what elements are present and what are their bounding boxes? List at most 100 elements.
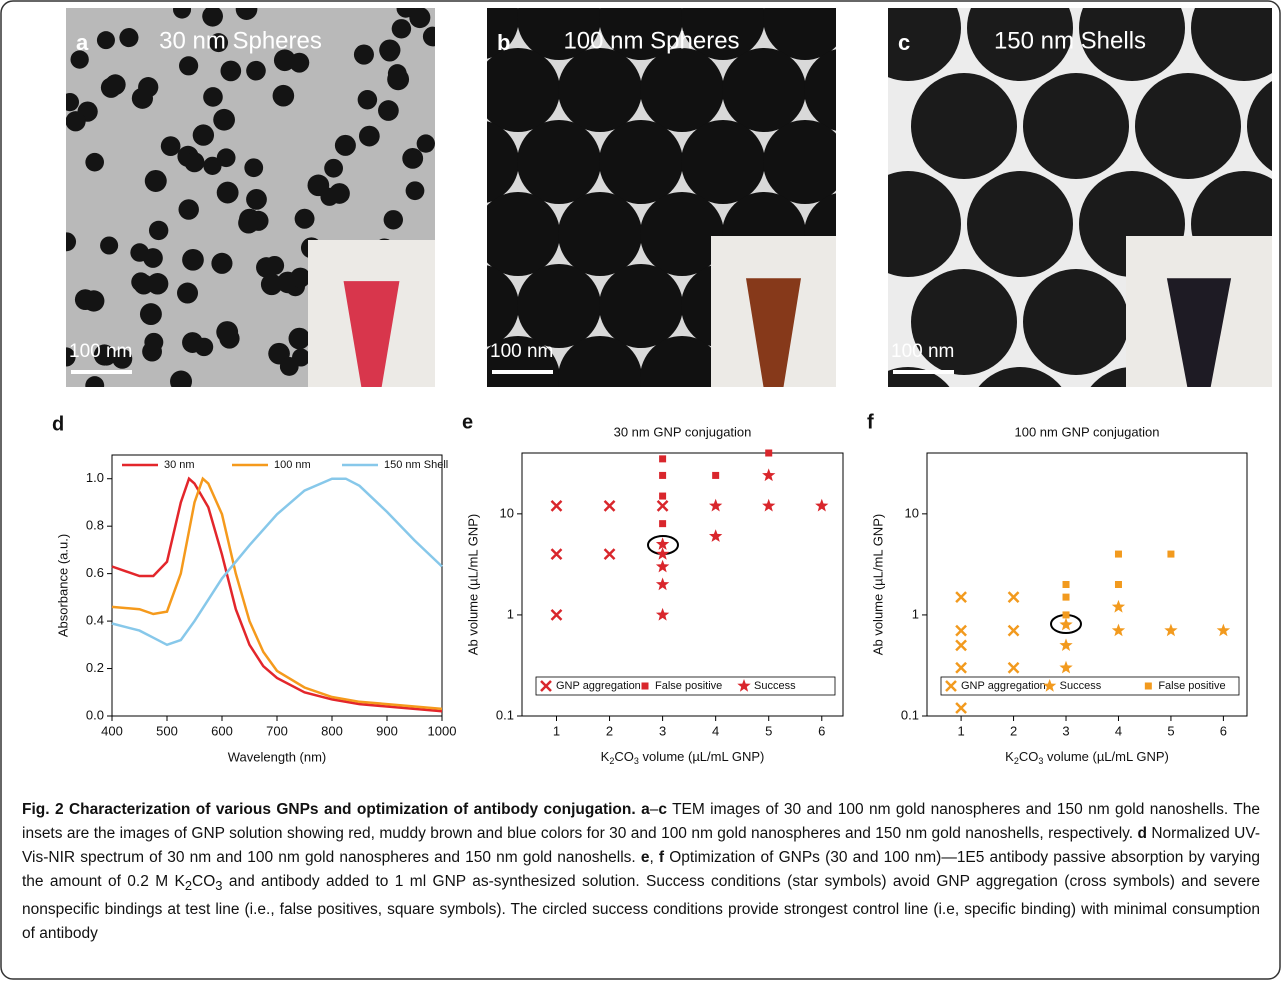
particle (392, 19, 411, 38)
particle (131, 272, 150, 291)
particle (85, 153, 104, 172)
particle (967, 367, 1073, 473)
particle (97, 31, 115, 49)
particle (640, 48, 724, 132)
particle (354, 45, 374, 65)
particle (397, 0, 416, 18)
particle (1023, 269, 1129, 375)
y-tick-label: 0.1 (496, 707, 514, 722)
marker-square (1063, 581, 1070, 588)
x-axis-label-part: volume (µL/mL GNP) (1043, 749, 1168, 764)
scale-bar-label: 100 nm (891, 341, 954, 362)
particle (722, 48, 806, 132)
legend-label: 150 nm Shell (384, 459, 448, 471)
marker-cross (551, 549, 561, 559)
marker-cross (956, 663, 966, 673)
marker-square (659, 520, 666, 527)
marker-star (1164, 624, 1177, 637)
particle (681, 120, 765, 204)
particle (911, 73, 1017, 179)
particle (558, 336, 642, 420)
x-axis-label-part: CO (614, 749, 634, 764)
particle (280, 357, 299, 376)
x-axis-label: K2CO3 volume (µL/mL GNP) (1005, 749, 1169, 766)
marker-star (656, 547, 669, 560)
marker-star (1112, 624, 1125, 637)
marker-square (1145, 683, 1152, 690)
marker-star (1059, 661, 1072, 674)
legend-label: GNP aggregation (556, 680, 641, 692)
x-tick-label: 5 (765, 723, 772, 738)
x-tick-label: 1000 (428, 723, 457, 738)
x-tick-label: 800 (321, 723, 343, 738)
marker-cross (605, 501, 615, 511)
particle (184, 152, 204, 172)
particle (295, 209, 315, 229)
particle (423, 27, 443, 47)
panel-letter: b (497, 30, 510, 55)
particle (219, 328, 239, 348)
marker-square (1063, 611, 1070, 618)
x-axis-label: K2CO3 volume (µL/mL GNP) (601, 749, 765, 766)
x-tick-label: 3 (659, 723, 666, 738)
particle (435, 120, 519, 204)
marker-star (1217, 624, 1230, 637)
particle (61, 93, 79, 111)
particle (378, 100, 399, 121)
particle (161, 136, 181, 156)
marker-cross (956, 640, 966, 650)
marker-star (762, 499, 775, 512)
marker-cross (1009, 592, 1019, 602)
x-tick-label: 600 (211, 723, 233, 738)
y-tick-label: 10 (905, 505, 919, 520)
marker-star (1059, 638, 1072, 651)
particle (217, 182, 239, 204)
x-tick-label: 2 (1010, 723, 1017, 738)
caption-run: , (649, 849, 658, 866)
x-tick-label: 4 (712, 723, 719, 738)
particle (358, 90, 377, 109)
particle (149, 221, 168, 240)
x-tick-label: 400 (101, 723, 123, 738)
particle (132, 88, 153, 109)
particle (417, 134, 435, 152)
particle (246, 61, 266, 81)
marker-star (815, 499, 828, 512)
marker-square (1063, 594, 1070, 601)
scale-bar-label: 100 nm (490, 341, 553, 362)
panel-title: 100 nm Spheres (563, 27, 739, 54)
panel-title: 30 nm Spheres (159, 27, 322, 54)
particle (170, 371, 192, 393)
particle (177, 283, 198, 304)
particle (119, 28, 138, 47)
y-axis-label: Ab volume (µL/mL GNP) (465, 514, 480, 655)
particle (476, 192, 560, 276)
legend-label: False positive (1158, 680, 1225, 692)
marker-square (642, 683, 649, 690)
particle (763, 120, 847, 204)
x-tick-label: 4 (1115, 723, 1122, 738)
particle (193, 124, 214, 145)
marker-star (762, 468, 775, 481)
particle (855, 171, 961, 277)
marker-cross (956, 703, 966, 713)
marker-square (659, 493, 666, 500)
particle (179, 56, 198, 75)
particle (213, 109, 235, 131)
particle (238, 213, 259, 234)
particle (517, 120, 601, 204)
particle (804, 48, 888, 132)
y-tick-label: 0.8 (86, 518, 104, 533)
x-tick-label: 700 (266, 723, 288, 738)
y-axis-label: Ab volume (µL/mL GNP) (870, 514, 885, 655)
particle (246, 189, 267, 210)
caption-run: 2 (185, 878, 192, 893)
y-tick-label: 0.6 (86, 565, 104, 580)
marker-cross (956, 626, 966, 636)
panel-letter: d (52, 413, 64, 435)
page: {"panels":[ {"letter":"a","title":"30 nm… (0, 0, 1282, 981)
y-axis-label: Absorbance (a.u.) (55, 534, 70, 637)
particle (435, 264, 519, 348)
particle (265, 256, 284, 275)
marker-star (1112, 600, 1125, 613)
